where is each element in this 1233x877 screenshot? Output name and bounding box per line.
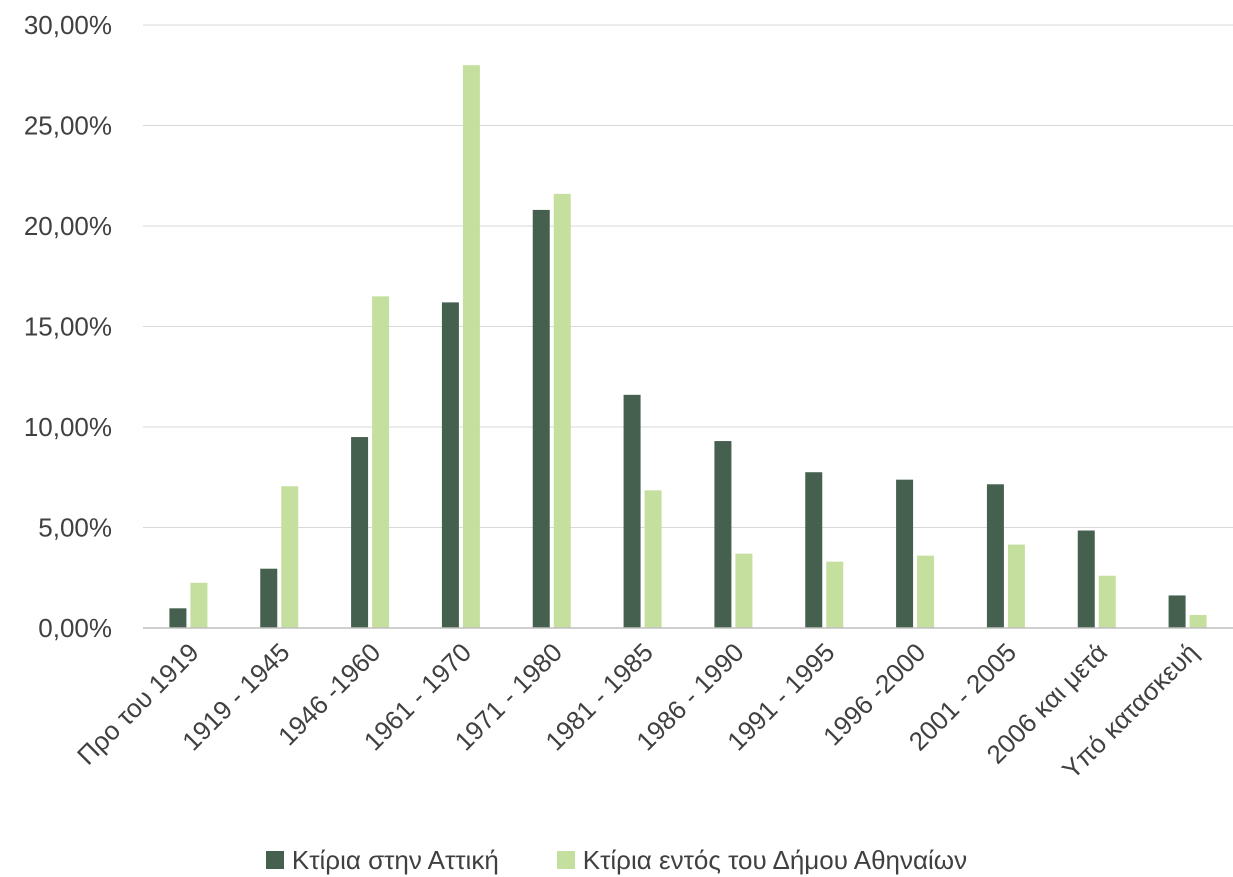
y-tick-label: 30,00% [24, 10, 112, 40]
bars [169, 65, 1207, 629]
bar-series-2 [281, 486, 299, 628]
bar-series-1 [441, 302, 459, 628]
bar-series-1 [532, 209, 550, 629]
gridlines [143, 24, 1233, 528]
bar-series-1 [805, 472, 823, 628]
bar-series-2 [1007, 544, 1025, 628]
bar-series-2 [644, 490, 662, 628]
y-tick-label: 5,00% [38, 513, 112, 543]
bar-series-2 [372, 296, 390, 628]
y-tick-label: 25,00% [24, 111, 112, 141]
y-tick-label: 0,00% [38, 613, 112, 643]
legend-item-series-1: Κτίρια στην Αττική [265, 844, 499, 876]
legend-item-series-2: Κτίρια εντός του Δήμου Αθηναίων [556, 844, 968, 876]
bar-series-2 [1189, 614, 1207, 628]
bar-series-2 [553, 193, 571, 628]
bar-series-1 [169, 608, 187, 628]
y-axis-ticks: 0,00% 5,00% 10,00% 15,00% 20,00% 25,00% 30,00% [24, 10, 112, 643]
y-tick-label: 15,00% [24, 312, 112, 342]
bar-chart: 0,00% 5,00% 10,00% 15,00% 20,00% 25,00% 30,00%… [24, 10, 1233, 785]
bar-series-1 [1168, 595, 1186, 628]
bar-series-1 [714, 441, 732, 628]
bar-series-1 [351, 437, 369, 628]
legend: Κτίρια στην Αττική Κτίρια εντός του Δήμο… [0, 843, 1233, 877]
bar-series-1 [1077, 530, 1095, 628]
bar-series-2 [1098, 575, 1116, 628]
bar-series-2 [826, 561, 844, 628]
bar-series-2 [735, 553, 753, 628]
y-tick-label: 10,00% [24, 412, 112, 442]
y-tick-label: 20,00% [24, 211, 112, 241]
legend-swatch-series-2 [556, 851, 575, 869]
bar-series-1 [260, 568, 278, 628]
bar-series-1 [896, 479, 914, 628]
bar-series-2 [462, 65, 480, 628]
bar-series-1 [986, 484, 1004, 628]
bar-series-2 [917, 555, 935, 628]
legend-swatch-series-1 [265, 851, 284, 869]
x-category-label: Προ του 1919 [71, 637, 205, 771]
legend-label-series-2: Κτίρια εντός του Δήμου Αθηναίων [582, 844, 968, 875]
bar-series-1 [623, 394, 641, 628]
legend-label-series-1: Κτίρια στην Αττική [291, 844, 499, 875]
bar-series-2 [190, 582, 208, 628]
